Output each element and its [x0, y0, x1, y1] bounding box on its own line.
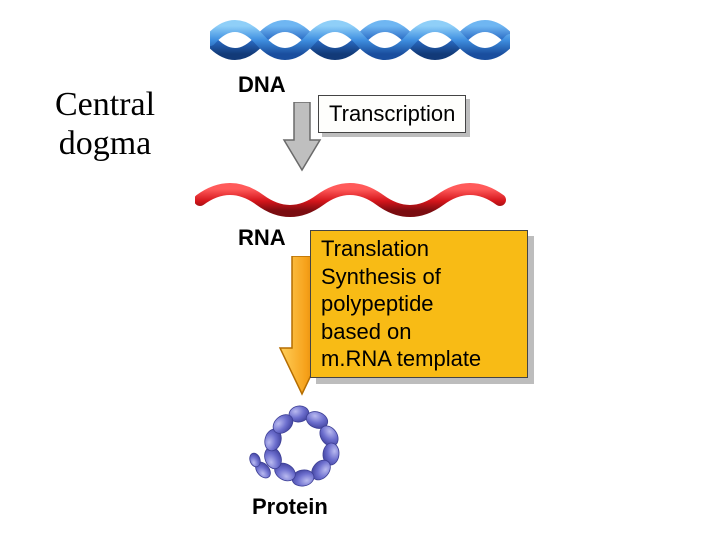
protein-label: Protein — [252, 494, 328, 520]
transcription-text: Transcription — [329, 101, 455, 126]
diagram-title: Central dogma — [30, 85, 180, 163]
translation-line-5: m.RNA template — [321, 346, 481, 371]
transcription-box: Transcription — [318, 95, 466, 133]
translation-line-4: based on — [321, 319, 412, 344]
title-line-2: dogma — [59, 125, 152, 162]
translation-box: Translation Synthesis of polypeptide bas… — [310, 230, 528, 378]
arrow-dna-to-rna — [282, 102, 322, 172]
translation-line-2: Synthesis of — [321, 264, 441, 289]
translation-line-3: polypeptide — [321, 291, 434, 316]
title-line-1: Central — [55, 86, 155, 123]
protein-structure — [245, 400, 355, 490]
dna-label: DNA — [238, 72, 286, 98]
dna-helix — [210, 10, 510, 70]
translation-line-1: Translation — [321, 236, 429, 261]
rna-strand — [195, 176, 515, 224]
rna-label: RNA — [238, 225, 286, 251]
